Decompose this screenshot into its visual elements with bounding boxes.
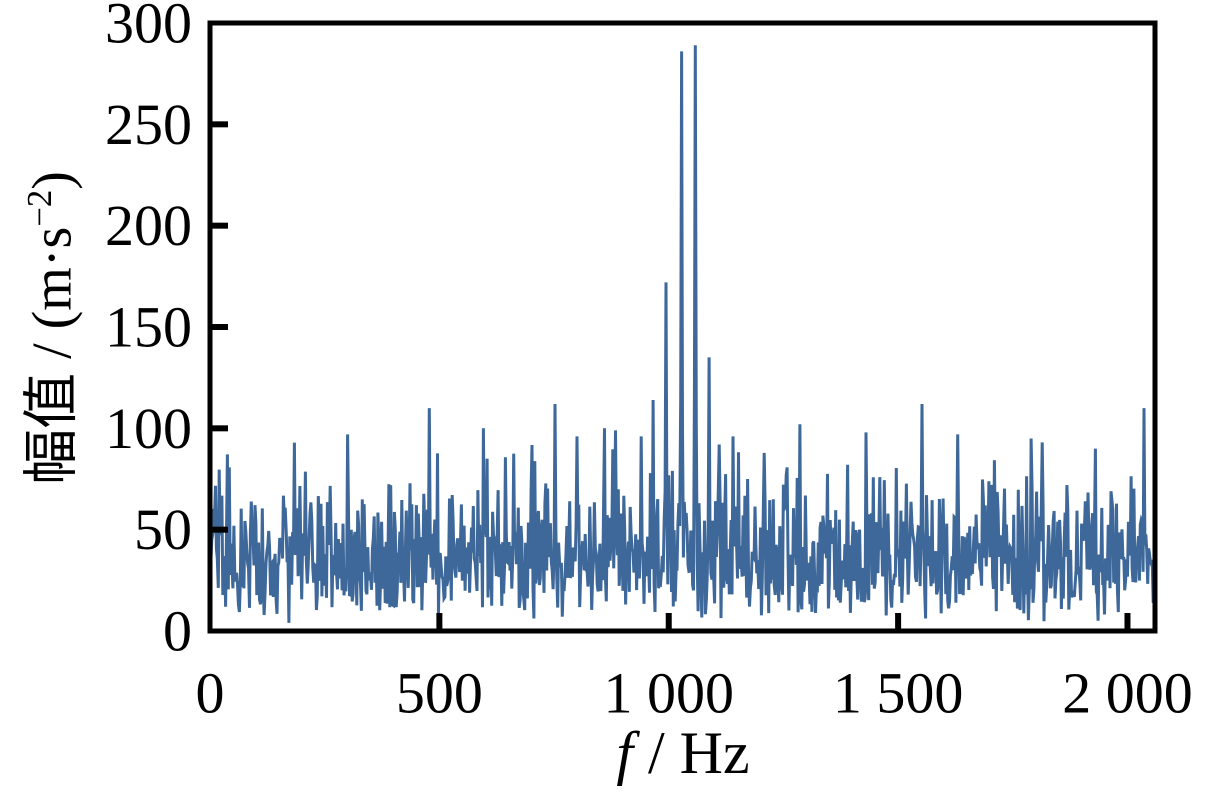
axis-tick-labels: 0 500 1 000 1 500 2 000 0 50 100 150 200 250 300	[105, 0, 1193, 726]
x-axis-label-symbol: f	[616, 720, 634, 786]
y-axis-label-suffix: )	[21, 171, 84, 190]
x-tick-label: 1 000	[603, 661, 734, 726]
y-tick-label: 100	[105, 396, 192, 461]
x-tick-label: 2 000	[1062, 661, 1193, 726]
axis-ticks	[212, 121, 1131, 629]
y-tick-label: 200	[105, 193, 192, 258]
plot-frame	[207, 20, 1158, 634]
y-tick-label: 250	[105, 92, 192, 157]
x-axis-label-unit: / Hz	[633, 720, 750, 786]
y-axis-label-superscript: −2	[20, 189, 59, 227]
y-axis-label-text: 幅值 / (m·s	[21, 226, 84, 485]
y-tick-label: 150	[105, 295, 192, 360]
spectrum-line	[208, 45, 1156, 623]
y-axis-label: 幅值 / (m·s−2)	[6, 25, 84, 631]
y-tick-label: 50	[134, 497, 192, 562]
x-axis-label: f / Hz	[383, 718, 983, 788]
x-tick-label: 500	[396, 661, 483, 726]
y-tick-label: 0	[163, 599, 192, 664]
x-tick-label: 1 500	[833, 661, 964, 726]
y-tick-label: 300	[105, 0, 192, 56]
x-tick-label: 0	[196, 661, 225, 726]
